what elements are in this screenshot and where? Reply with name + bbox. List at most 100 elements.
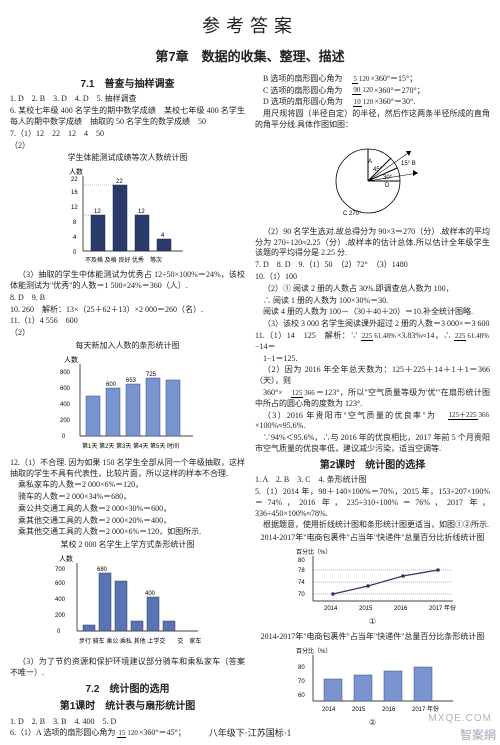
svg-text:8: 8 xyxy=(73,220,77,226)
answer-line: C 选项的扇形圆心角为 90120×360°＝270°； xyxy=(255,86,490,97)
answer-line: （2）因为 2016 年全年总天数为：125＋225＋14＋1＋1＝366（天）… xyxy=(255,365,490,387)
svg-text:600: 600 xyxy=(60,386,71,392)
answer-line: 根据题意，使用折线统计图和条形统计图更适当，如图①②所示. xyxy=(255,520,490,531)
answer-line: 1−1＝125. xyxy=(255,354,490,365)
svg-text:第1天 第2天 第3天 第4天 第5天 时间: 第1天 第2天 第3天 第4天 第5天 时间 xyxy=(82,442,179,450)
answer-line: 乘其他交通工具的人数＝2 000×6%＝120，如图所示. xyxy=(10,527,245,538)
answer-line: 7. D 8. D 9.（1）50 （2）72° （3）1480 xyxy=(255,260,490,271)
svg-text:80: 80 xyxy=(298,665,305,671)
answer-line: 10. 260 解析：13×（25＋62＋13）×2 000＝260（名）. xyxy=(10,305,245,316)
svg-text:不及格 及格 良好 优秀 等次: 不及格 及格 良好 优秀 等次 xyxy=(85,256,162,264)
svg-text:400: 400 xyxy=(145,591,156,597)
svg-text:4: 4 xyxy=(161,233,165,239)
answer-line: （2） xyxy=(10,141,245,152)
svg-text:725: 725 xyxy=(146,372,157,378)
line-chart-figure: 2014-2017年"电商包裹件"占当年"快递件"总量百分比折线统计图 百分比（… xyxy=(255,533,490,628)
chart2-svg: 人数 0 200 400 600 800 600 653 725 第1天 第2天… xyxy=(58,354,198,454)
chart3-title: 某校 2 000 名学生上学方式条形统计图 xyxy=(10,540,245,551)
answer-line: 1. A 2. B 3. C 4. 条形统计图 xyxy=(255,475,490,486)
site-watermark: MXQE.COM xyxy=(428,712,492,726)
svg-text:15° B: 15° B xyxy=(401,161,416,167)
answer-line: 乘其他交通工具的人数＝2 000×20%＝400， xyxy=(10,516,245,527)
circle-1: ① xyxy=(255,617,490,628)
answer-line: （2） xyxy=(10,328,245,339)
answer-line: 骑车的人数＝2 000×34%＝680， xyxy=(10,492,245,503)
answer-line: ∴ 阅读 1 册的人数为 100×30%＝30. xyxy=(255,296,490,307)
svg-text:22: 22 xyxy=(71,177,78,183)
answer-line: 用尺规将圆（半径自定）的半径，然后作这两条半径所成的直角的角平分线.具体作图如图… xyxy=(255,109,490,131)
svg-text:70: 70 xyxy=(298,679,305,685)
answer-line: 阅读 4 册的人数为 100－（30＋40＋20）＝10.补全统计图略. xyxy=(255,307,490,318)
answer-line: 8. D 9. B xyxy=(10,293,245,304)
answer-line: 360°×125366＝123°，所以"空气质量等级为'优'"在扇形统计图中所占… xyxy=(255,388,490,410)
section-72: 7.2 统计图的选用 xyxy=(10,683,245,697)
answer-line: （2）① 阅读 2 册的人数占 30%.即调查总人数为 100， xyxy=(255,284,490,295)
answer-line: （3）2016 年贵阳市"空气质量的优良率"为 125＋225366×100%≈… xyxy=(255,411,490,433)
svg-text:700: 700 xyxy=(55,567,66,573)
svg-text:200: 200 xyxy=(60,418,71,424)
answer-line: 7.（1）12 22 12 4 50 xyxy=(10,129,245,140)
svg-text:60: 60 xyxy=(298,693,305,699)
svg-text:12: 12 xyxy=(71,205,78,211)
svg-text:600: 600 xyxy=(55,581,66,587)
chart1-title: 学生体能测试成绩等次人数统计图 xyxy=(10,153,245,164)
bar-chart-svg: 百分比（%） 60 70 80 2014 2015 2016 2017 年份 xyxy=(288,645,458,717)
answer-line: 1. D 2. B 3. D 4. D 5. 抽样调查 xyxy=(10,94,245,105)
svg-text:2017 年份: 2017 年份 xyxy=(429,604,456,612)
chart2-figure: 每天新加入人数的条形统计图 人数 0 200 400 600 800 600 6… xyxy=(10,341,245,454)
corner-watermark: 智案網 xyxy=(460,727,496,743)
answer-line: （3）抽取的学生中体能测试为优秀占 12÷50×100%＝24%，该校体能测试为… xyxy=(10,270,245,292)
answer-line: 乘私家车的人数＝2 000×6%＝120， xyxy=(10,480,245,491)
svg-text:2015: 2015 xyxy=(359,606,373,612)
svg-text:百分比（%）: 百分比（%） xyxy=(296,548,331,556)
svg-text:12: 12 xyxy=(94,209,101,215)
section-71: 7.1 普查与抽样调查 xyxy=(10,78,245,92)
answer-line: 12.（1）不合理. 因为如果 150 名学生全部从同一个年级抽取，这样抽取的学… xyxy=(10,458,245,480)
svg-text:45°: 45° xyxy=(373,167,383,173)
svg-text:74: 74 xyxy=(298,580,305,586)
svg-text:C 270°: C 270° xyxy=(343,211,362,217)
answer-line: ∵94%＜95.6%，∴与 2016 年的优良相比，2017 年前 5 个月贵阳… xyxy=(255,433,490,455)
line-chart-title: 2014-2017年"电商包裹件"占当年"快递件"总量百分比折线统计图 xyxy=(255,533,490,544)
svg-text:600: 600 xyxy=(106,382,117,388)
svg-text:80: 80 xyxy=(298,558,305,564)
svg-text:78: 78 xyxy=(298,568,305,574)
chart3-figure: 某校 2 000 名学生上学方式条形统计图 人数 0 200 400 600 7… xyxy=(10,540,245,653)
answer-line: 1. D 2. B 3. B 4. 400 5. D xyxy=(10,717,245,728)
answer-line: （3）该校 3 000 名学生阅读课外超过 2 册的人数＝3 000×＝3 60… xyxy=(255,319,490,330)
pie-svg: A 45° 15° B 30° D C 270° xyxy=(313,133,433,223)
svg-text:680: 680 xyxy=(97,567,108,573)
answer-line: 11.（1）14 125 解析：∵ 22561.48%×3.83%≈14，∴ 2… xyxy=(255,331,490,353)
svg-text:A: A xyxy=(368,159,372,165)
svg-text:人数: 人数 xyxy=(64,355,78,364)
section-72k2: 第2课时 统计图的选择 xyxy=(255,459,490,473)
svg-text:0: 0 xyxy=(57,629,61,635)
svg-text:22: 22 xyxy=(116,179,123,185)
answer-line: 5.（1）2014 年，98＋140×100%＝70%，2015 年，153÷2… xyxy=(255,487,490,519)
chart1-figure: 学生体能测试成绩等次人数统计图 人数 0 4 8 12 16 22 12 22 … xyxy=(10,153,245,266)
svg-text:4: 4 xyxy=(73,235,77,241)
svg-text:70: 70 xyxy=(298,592,305,598)
svg-text:800: 800 xyxy=(60,370,71,376)
svg-text:16: 16 xyxy=(71,190,78,196)
chart3-svg: 人数 0 200 400 600 700 680 400 步行 骑车 乘公 乘私… xyxy=(53,553,203,653)
svg-text:30°: 30° xyxy=(383,175,393,181)
pie-figure: A 45° 15° B 30° D C 270° xyxy=(255,133,490,223)
svg-text:653: 653 xyxy=(126,378,137,384)
svg-text:步行 骑车 乘公 乘私 其他 上学交 交 家车 方式通: 步行 骑车 乘公 乘私 其他 上学交 交 家车 方式通工具 xyxy=(79,637,203,645)
chapter-heading: 第7章 数据的收集、整理、描述 xyxy=(10,48,490,66)
svg-text:0: 0 xyxy=(73,250,77,256)
svg-text:0: 0 xyxy=(62,434,66,440)
svg-text:2016: 2016 xyxy=(382,707,396,713)
svg-text:400: 400 xyxy=(60,402,71,408)
chart2-title: 每天新加入人数的条形统计图 xyxy=(10,341,245,352)
bar-chart-title: 2014-2017年"电商包裹件"占当年"快递件"总量百分比条形统计图 xyxy=(255,632,490,643)
svg-text:百分比（%）: 百分比（%） xyxy=(296,647,331,655)
answer-line: 乘公共交通工具的人数＝2 000×30%＝600， xyxy=(10,504,245,515)
svg-text:2016: 2016 xyxy=(394,606,408,612)
page-footer: 八年级下·江苏国标·1 xyxy=(0,727,500,739)
svg-text:2014: 2014 xyxy=(322,707,336,713)
answer-line: 11.（1）4 556 600 xyxy=(10,316,245,327)
svg-text:2015: 2015 xyxy=(352,707,366,713)
answer-line: D 选项的扇形圆心角为 10120×360°＝30°. xyxy=(255,97,490,108)
